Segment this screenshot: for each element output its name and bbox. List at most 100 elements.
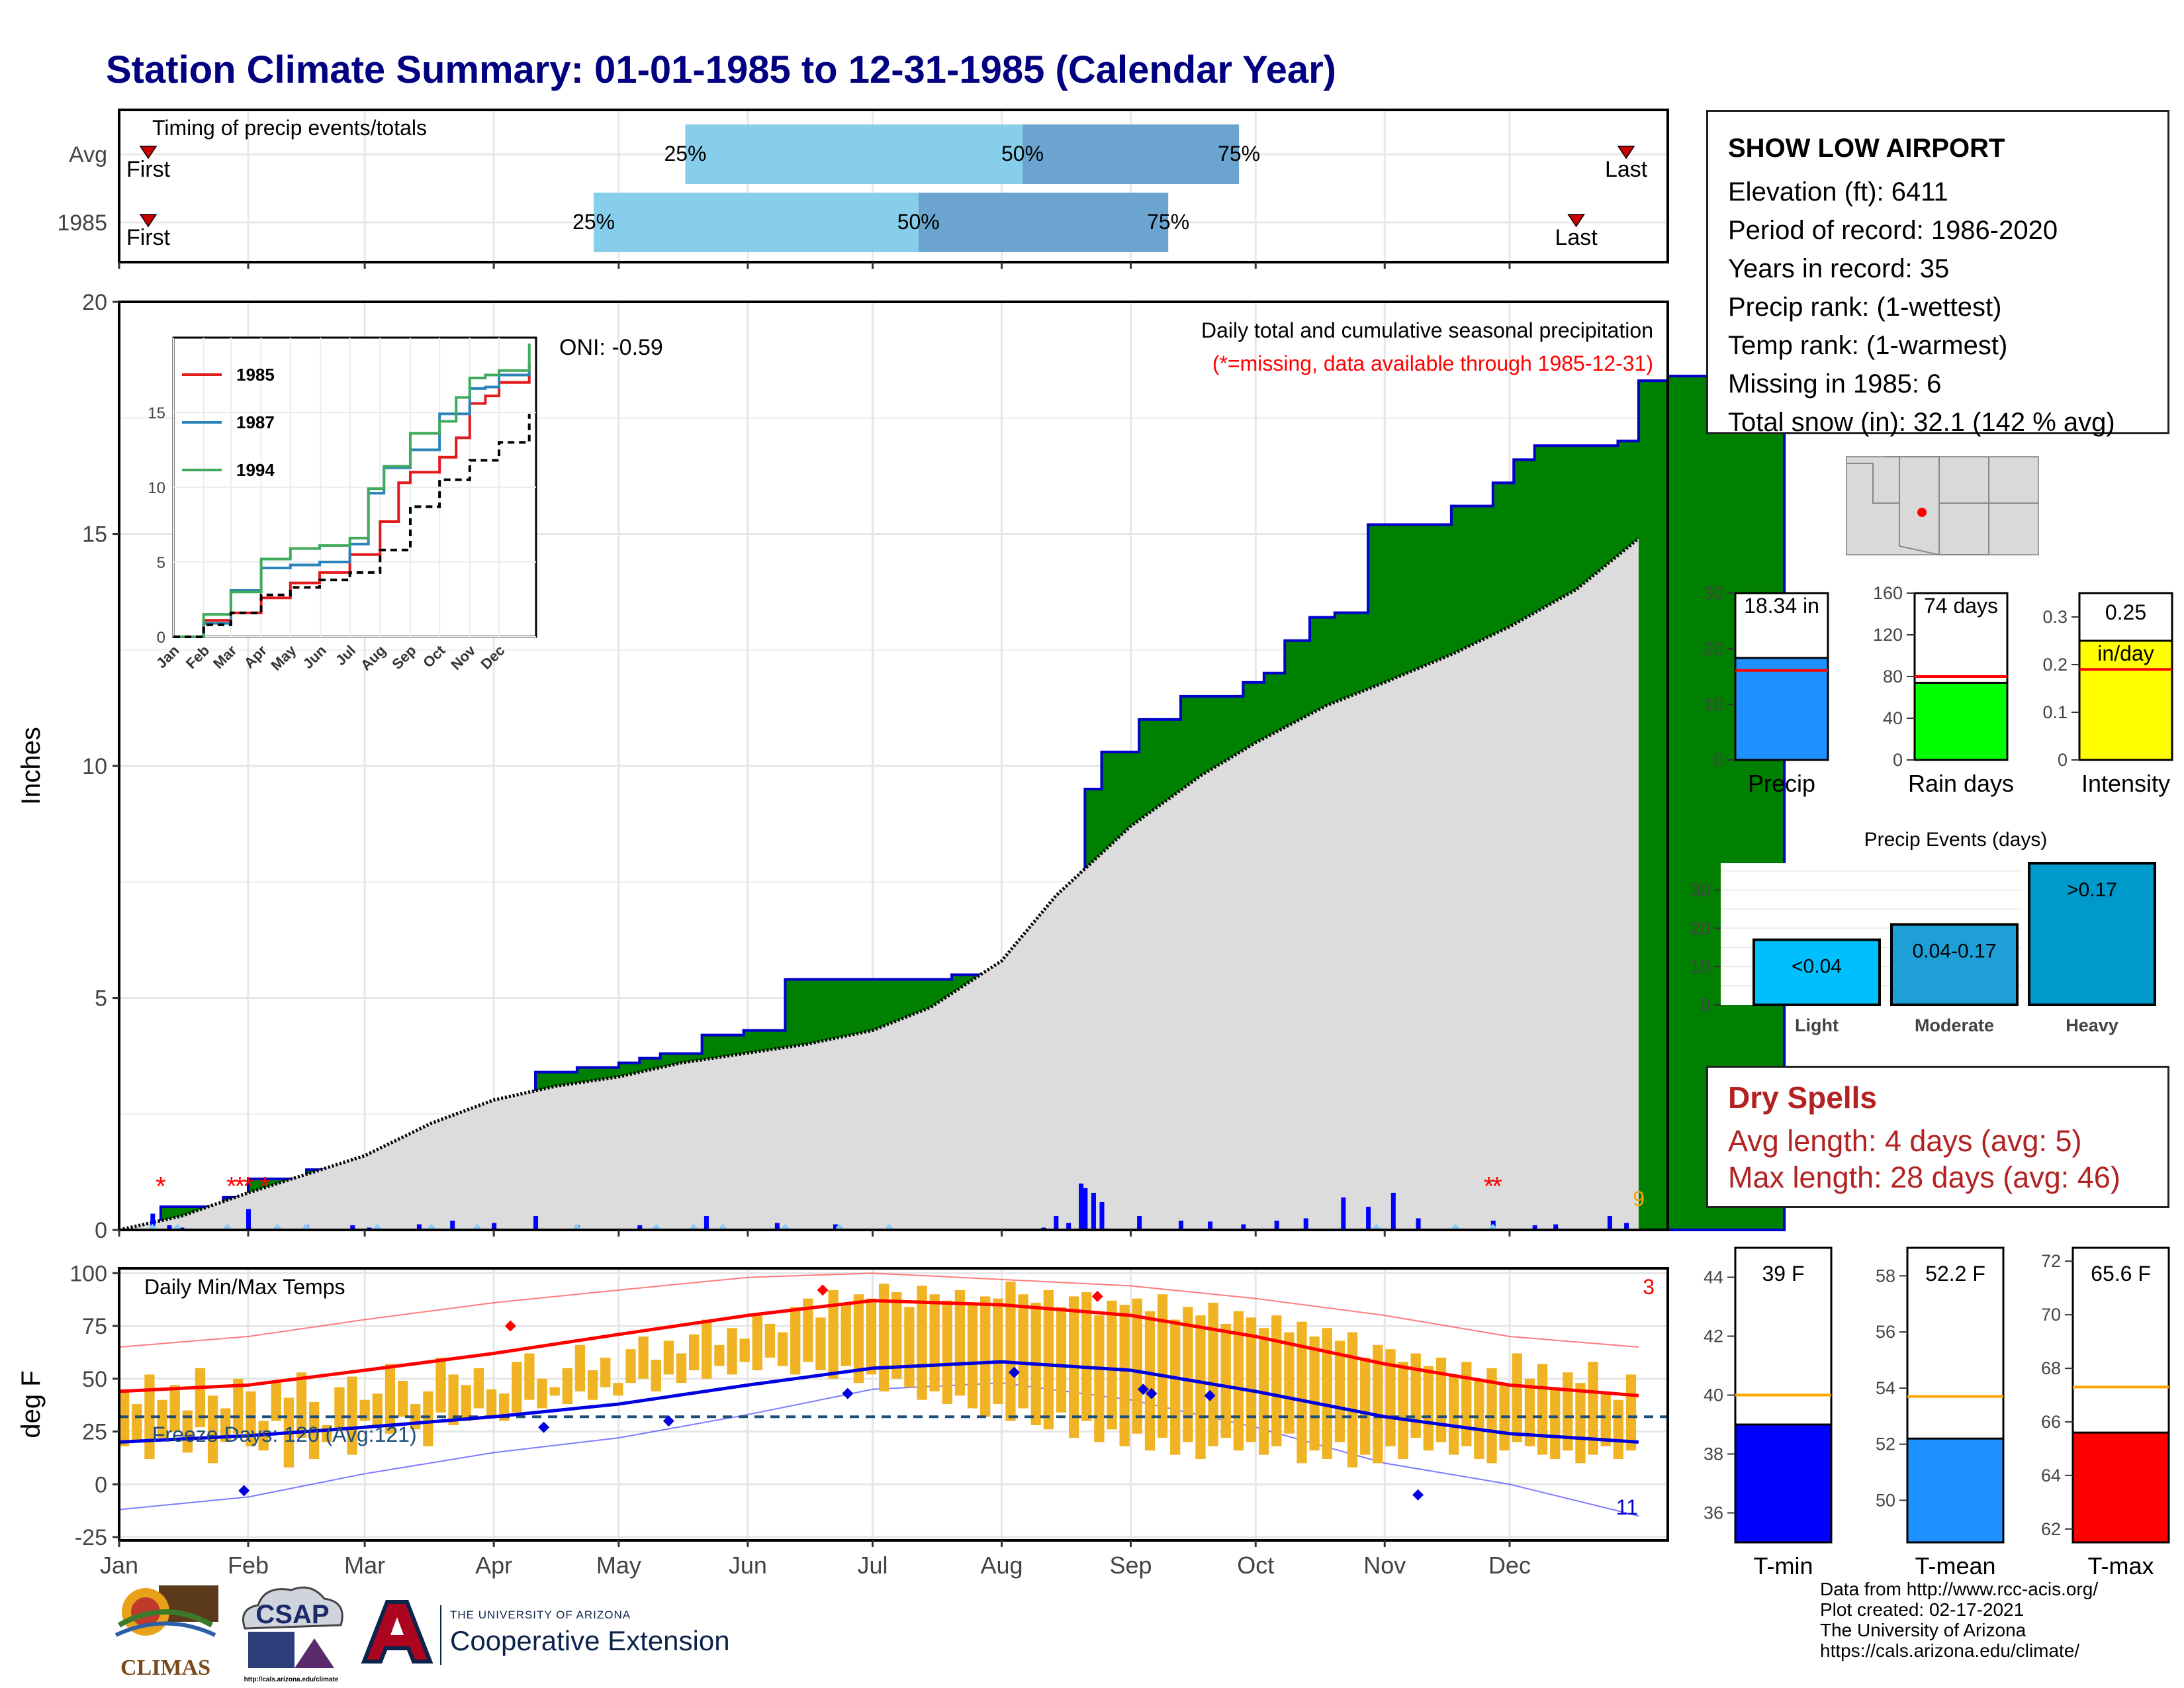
daily-precip-bar: [1366, 1206, 1371, 1230]
daily-temp-bar: [1512, 1353, 1522, 1442]
daily-temp-bar: [372, 1393, 383, 1425]
station-temp-rank: Temp rank: (1-warmest): [1728, 331, 2008, 360]
timing-label-first: First: [126, 225, 171, 250]
events-category-label: Light: [1795, 1015, 1839, 1035]
precip-ylabel: Inches: [17, 727, 46, 805]
daily-temp-bar: [334, 1387, 345, 1430]
daily-temp-bar: [1360, 1357, 1371, 1455]
daily-temp-bar: [815, 1317, 826, 1371]
daily-precip-bar: [704, 1215, 709, 1230]
daily-temp-bar: [1435, 1357, 1447, 1442]
summary-intensity-value-label: 0.25: [2105, 600, 2146, 624]
summary-t-min-ytick-label: 42: [1704, 1327, 1723, 1346]
svg-text:CSAP: CSAP: [255, 1600, 329, 1629]
temp-title: Daily Min/Max Temps: [144, 1275, 345, 1299]
summary-intensity-bar: [2078, 639, 2173, 761]
daily-temp-bar: [929, 1294, 940, 1391]
inset-series-1985: [173, 363, 531, 638]
temp-count-bottom: 11: [1616, 1495, 1638, 1519]
timing-label-25: 25%: [572, 210, 615, 234]
summary-rain-days-bar: [1913, 681, 2009, 761]
daily-temp-bar: [1119, 1305, 1130, 1446]
inset-legend-label: 1985: [236, 365, 275, 385]
summary-rain-days-label: Rain days: [1908, 770, 2014, 797]
ua-cooperative-extension: Cooperative Extension: [450, 1625, 730, 1656]
precip-annotation-title: Daily total and cumulative seasonal prec…: [1201, 318, 1653, 342]
summary-rain-days-ytick-label: 80: [1883, 667, 1903, 686]
temp-ytick-label: -25: [75, 1525, 107, 1550]
credits-block: Data from http://www.rcc-acis.org/ Plot …: [1820, 1579, 2098, 1661]
daily-temp-bar: [157, 1399, 167, 1438]
summary-t-mean-ytick-label: 54: [1876, 1378, 1895, 1398]
month-label: Jun: [729, 1552, 767, 1579]
summary-t-mean-bar: [1906, 1437, 2005, 1544]
daily-temp-bar: [1461, 1362, 1472, 1446]
station-elevation: Elevation (ft): 6411: [1728, 177, 1948, 207]
daily-temp-bar: [296, 1372, 307, 1438]
precip-corner-count: 9: [1633, 1187, 1645, 1211]
missing-marker: *: [1492, 1172, 1502, 1201]
daily-precip-bar: [1137, 1215, 1142, 1230]
timing-bar-q3: [918, 193, 1169, 252]
summary-rain-days-ytick-label: 0: [1893, 750, 1903, 770]
daily-temp-bar: [1347, 1332, 1358, 1468]
summary-t-max-ytick-label: 72: [2041, 1251, 2061, 1271]
station-missing: Missing in 1985: 6: [1728, 369, 1942, 399]
daily-temp-bar: [233, 1378, 244, 1434]
missing-marker: *: [226, 1172, 237, 1201]
summary-intensity-label: Intensity: [2081, 770, 2170, 797]
credit-plot-created: Plot created: 02-17-2021: [1820, 1599, 2025, 1620]
inset-ytick-label: 0: [157, 629, 165, 647]
daily-precip-bar: [637, 1225, 643, 1230]
events-title: Precip Events (days): [1864, 829, 2048, 851]
daily-temp-bar: [1056, 1307, 1067, 1413]
summary-intensity-ytick-label: 0.1: [2042, 702, 2068, 722]
inset-legend-label: 1994: [236, 460, 275, 480]
daily-temp-bar: [271, 1383, 281, 1421]
summary-precip-value-label: 18.34 in: [1744, 594, 1819, 618]
daily-temp-bar: [246, 1391, 256, 1446]
locator-map-frame: [1846, 456, 2039, 555]
daily-temp-bar: [1246, 1317, 1257, 1442]
temp-ylabel: deg F: [17, 1370, 46, 1438]
daily-temp-bar: [1170, 1319, 1181, 1455]
daily-temp-bar: [600, 1357, 611, 1387]
summary-t-mean-ytick-label: 56: [1876, 1322, 1895, 1342]
daily-temp-bar: [448, 1374, 459, 1425]
month-label: Apr: [475, 1552, 512, 1579]
timing-marker-last: [1567, 214, 1586, 228]
daily-temp-bar: [714, 1344, 725, 1366]
daily-temp-bar: [967, 1305, 978, 1409]
daily-temp-bar: [1588, 1362, 1598, 1455]
ua-a-logo: [361, 1600, 433, 1664]
timing-label-last: Last: [1605, 157, 1648, 182]
daily-temp-bar: [1550, 1387, 1561, 1459]
temp-ytick-label: 0: [95, 1472, 107, 1497]
station-info-box: SHOW LOW AIRPORT Elevation (ft): 6411 Pe…: [1706, 110, 2169, 437]
daily-temp-bar: [1208, 1302, 1218, 1446]
daily-precip-bar: [492, 1223, 497, 1230]
daily-temp-bar: [663, 1340, 674, 1375]
timing-label-75: 75%: [1218, 142, 1260, 165]
record-high-marker: [1091, 1290, 1103, 1302]
inset-ytick-label: 10: [148, 479, 165, 497]
daily-temp-bar: [347, 1376, 357, 1455]
events-ytick-label: 20: [1690, 918, 1710, 938]
daily-precip-bar: [1241, 1224, 1246, 1230]
month-label: Jul: [858, 1552, 888, 1579]
timing-marker-last: [1617, 146, 1635, 160]
summary-intensity-ytick-label: 0: [2058, 750, 2068, 770]
daily-temp-bar: [397, 1380, 408, 1417]
daily-temp-bar: [1132, 1298, 1142, 1434]
summary-precip-label: Precip: [1748, 770, 1815, 797]
record-low-marker: [842, 1387, 854, 1399]
daily-precip-bar: [1099, 1201, 1105, 1230]
inset-series-1994: [173, 344, 531, 638]
summary-t-max-ytick-label: 68: [2041, 1358, 2061, 1378]
daily-temp-bar: [1220, 1323, 1231, 1438]
temp-ytick-label: 75: [82, 1314, 107, 1339]
daily-temp-bar: [625, 1349, 636, 1383]
daily-temp-bar: [1600, 1391, 1611, 1446]
locator-map: [1846, 456, 2039, 555]
daily-temp-bar: [904, 1307, 915, 1387]
